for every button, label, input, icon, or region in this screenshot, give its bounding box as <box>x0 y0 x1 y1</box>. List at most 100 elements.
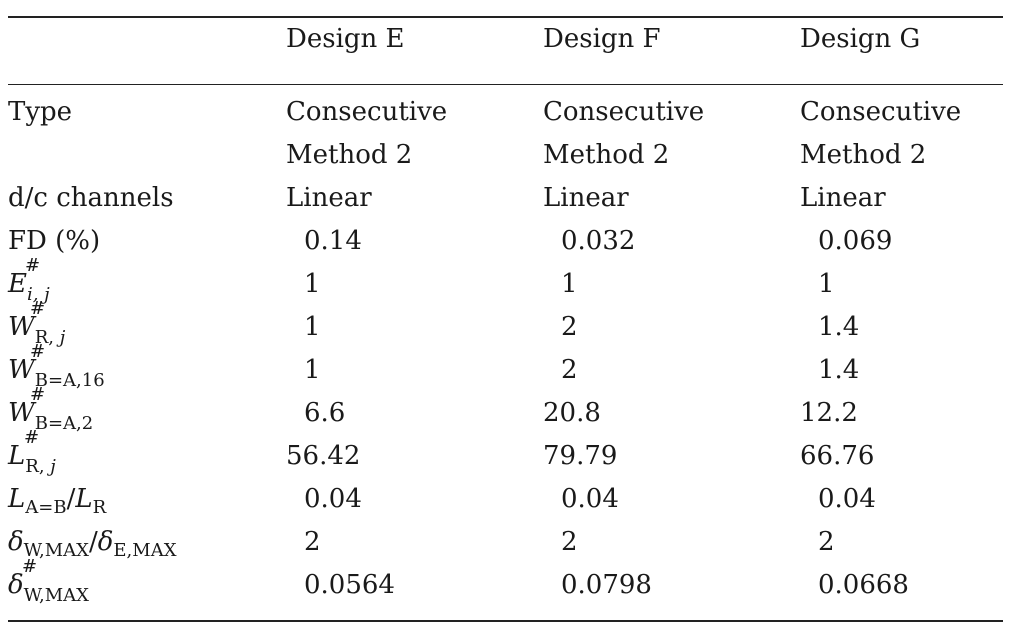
sub-l-rj-roman: R, <box>25 456 45 477</box>
cell-w-rj-f: 2 <box>561 312 578 342</box>
symbol-l-ratio-den: L <box>75 484 93 514</box>
symbol-e: E <box>8 269 27 299</box>
table-row-w-ba16: W # B=A,16 1 2 1.4 <box>8 343 1003 392</box>
sub-l-rj-italic: j <box>50 456 56 477</box>
cell-w-ba2-f: 20.8 <box>543 398 601 428</box>
cell-fd-f: 0.032 <box>561 226 636 256</box>
sub-delta-num: W,MAX <box>23 540 89 561</box>
cell-delta-ratio-g: 2 <box>818 527 835 557</box>
row-label-delta-ratio: δW,MAX/δE,MAX <box>8 521 286 564</box>
symbol-w-ba16: W <box>8 355 35 385</box>
cell-w-ba2-e: 6.6 <box>304 398 346 428</box>
symbol-delta-w: δ <box>8 570 24 600</box>
top-rule <box>8 16 1003 18</box>
cell-type-f-line2: Method 2 <box>543 140 670 170</box>
row-label-w-rj: W # R, j <box>8 300 286 349</box>
row-label-dc-channels: d/c channels <box>8 183 174 213</box>
sub-l-ratio-num: A=B <box>25 497 67 518</box>
sub-w-ba16: B=A,16 <box>34 370 105 391</box>
header-row: Design E Design F Design G <box>8 18 1003 85</box>
table-row-w-ba2: W # B=A,2 6.6 20.8 12.2 <box>8 386 1003 435</box>
cell-type-g: Consecutive Method 2 <box>800 85 1003 177</box>
cell-w-ba16-g: 1.4 <box>818 355 860 385</box>
sup-w-ba16: # <box>30 341 46 362</box>
row-label-w-ba2: W # B=A,2 <box>8 386 286 435</box>
cell-delta-w-e: 0.0564 <box>304 570 395 600</box>
row-label-type: Type <box>8 97 73 127</box>
symbol-delta-num: δ <box>8 527 24 557</box>
sub-w-rj-italic: j <box>59 327 66 348</box>
cell-type-f: Consecutive Method 2 <box>543 85 800 177</box>
cell-dc-f: Linear <box>543 183 629 213</box>
table-row-delta-w: δ # W,MAX 0.0564 0.0798 0.0668 <box>8 558 1003 607</box>
cell-l-ratio-g: 0.04 <box>818 484 876 514</box>
sub-l-ratio-den: R <box>92 497 107 518</box>
table-body: Type Consecutive Method 2 Consecutive Me… <box>8 85 1003 607</box>
cell-e-ij-g: 1 <box>818 269 835 299</box>
cell-type-e: Consecutive Method 2 <box>286 85 543 177</box>
sub-delta-w: W,MAX <box>23 585 89 606</box>
cell-w-rj-e: 1 <box>304 312 321 342</box>
header-design-e: Design E <box>286 24 405 54</box>
symbol-l-rj: L <box>8 441 26 471</box>
slash-delta-ratio: / <box>88 527 98 557</box>
cell-type-e-line2: Method 2 <box>286 140 413 170</box>
cell-delta-ratio-e: 2 <box>304 527 321 557</box>
cell-dc-e: Linear <box>286 183 372 213</box>
symbol-w-ba2: W <box>8 398 35 428</box>
header-empty <box>8 18 286 85</box>
sup-w-rj: # <box>30 298 46 319</box>
row-label-e-ij: E # i, j <box>8 257 286 306</box>
table-row-e-ij: E # i, j 1 1 1 <box>8 257 1003 306</box>
sup-delta-w: # <box>22 556 38 577</box>
header-design-f: Design F <box>543 24 661 54</box>
cell-w-ba16-f: 2 <box>561 355 578 385</box>
sup-e: # <box>25 255 41 276</box>
symbol-w-rj: W <box>8 312 35 342</box>
sub-w-ba2: B=A,2 <box>34 413 94 434</box>
symbol-delta-den: δ <box>97 527 114 557</box>
cell-fd-e: 0.14 <box>304 226 362 256</box>
table-row-delta-ratio: δW,MAX/δE,MAX 2 2 2 <box>8 521 1003 564</box>
cell-w-rj-g: 1.4 <box>818 312 860 342</box>
table-row-type: Type Consecutive Method 2 Consecutive Me… <box>8 85 1003 177</box>
comparison-table: Design E Design F Design G Type Consecut… <box>8 18 1003 607</box>
row-label-delta-w: δ # W,MAX <box>8 558 286 607</box>
cell-l-rj-g: 66.76 <box>800 441 875 471</box>
row-label-l-ratio: LA=B/LR <box>8 478 286 521</box>
cell-delta-w-f: 0.0798 <box>561 570 652 600</box>
table-row-w-rj: W # R, j 1 2 1.4 <box>8 300 1003 349</box>
cell-w-ba16-e: 1 <box>304 355 321 385</box>
cell-l-ratio-e: 0.04 <box>304 484 362 514</box>
sup-l-rj: # <box>24 427 40 448</box>
symbol-l-ratio-num: L <box>8 484 26 514</box>
cell-delta-w-g: 0.0668 <box>818 570 909 600</box>
sup-w-ba2: # <box>30 384 46 405</box>
table-row-l-rj: L # R, j 56.42 79.79 66.76 <box>8 429 1003 478</box>
cell-l-rj-f: 79.79 <box>543 441 618 471</box>
cell-w-ba2-g: 12.2 <box>800 398 858 428</box>
sub-delta-den: E,MAX <box>113 540 177 561</box>
table-row-dc-channels: d/c channels Linear Linear Linear <box>8 177 1003 220</box>
cell-type-g-line1: Consecutive <box>800 97 962 127</box>
cell-l-ratio-f: 0.04 <box>561 484 619 514</box>
row-label-fd: FD (%) <box>8 226 101 256</box>
table-row-l-ratio: LA=B/LR 0.04 0.04 0.04 <box>8 478 1003 521</box>
cell-e-ij-f: 1 <box>561 269 578 299</box>
sub-w-rj-roman: R, <box>34 327 55 348</box>
row-label-l-rj: L # R, j <box>8 429 286 478</box>
cell-type-e-line1: Consecutive <box>286 97 448 127</box>
header-design-g: Design G <box>800 24 921 54</box>
slash-l-ratio: / <box>66 484 76 514</box>
table-row-fd: FD (%) 0.14 0.032 0.069 <box>8 220 1003 263</box>
sub-e: i, j <box>26 284 50 305</box>
table-header: Design E Design F Design G <box>8 18 1003 85</box>
cell-delta-ratio-f: 2 <box>561 527 578 557</box>
cell-type-g-line2: Method 2 <box>800 140 927 170</box>
cell-dc-g: Linear <box>800 183 886 213</box>
header-rule <box>8 84 1003 86</box>
cell-e-ij-e: 1 <box>304 269 321 299</box>
bottom-rule <box>8 620 1003 622</box>
cell-fd-g: 0.069 <box>818 226 893 256</box>
row-label-w-ba16: W # B=A,16 <box>8 343 286 392</box>
